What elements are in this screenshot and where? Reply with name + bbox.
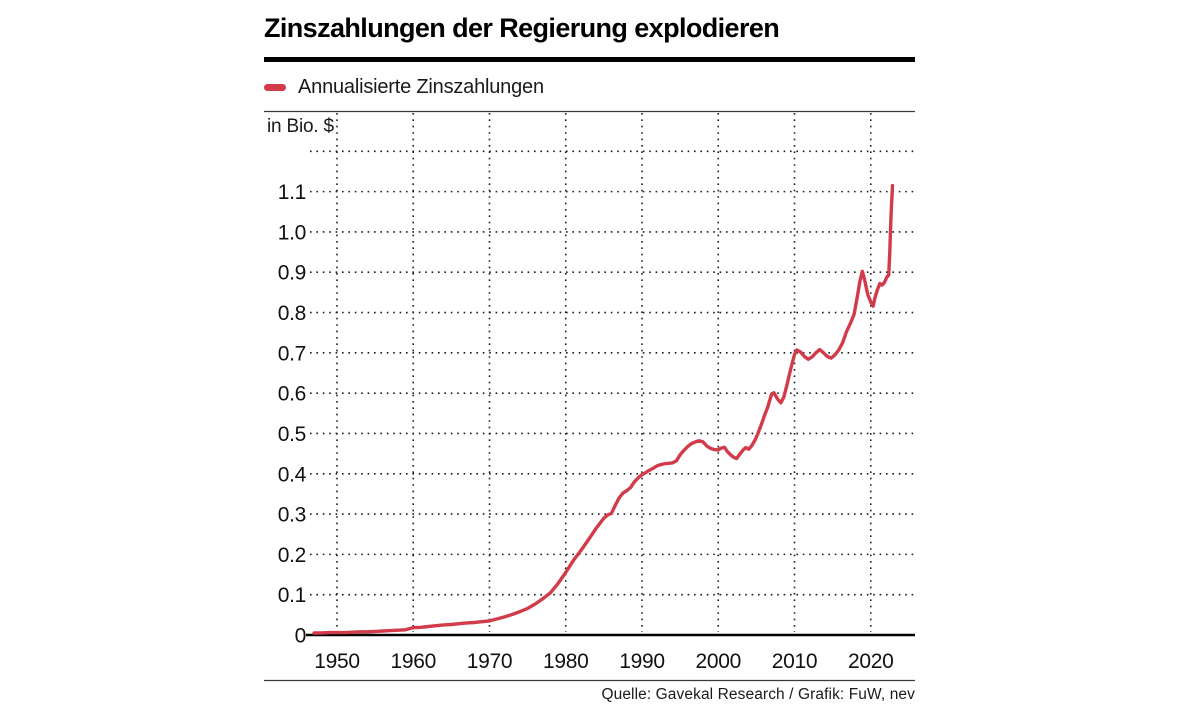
data-line-annualized-interest-payments <box>312 183 895 635</box>
y-tick-label: 0.5 <box>278 423 306 446</box>
y-tick-label: 0.3 <box>278 504 306 527</box>
x-tick-label: 2000 <box>695 650 741 673</box>
y-axis-unit-label: in Bio. $ <box>267 116 334 137</box>
y-tick-label: 0.1 <box>278 584 306 607</box>
x-tick-label: 2020 <box>848 650 894 673</box>
x-tick-label: 1990 <box>619 650 665 673</box>
y-tick-label: 1.1 <box>278 181 306 204</box>
y-tick-label: 0.6 <box>278 383 306 406</box>
x-tick-label: 1960 <box>390 650 436 673</box>
x-tick-label: 1980 <box>543 650 589 673</box>
x-tick-label: 1950 <box>314 650 360 673</box>
y-tick-label: 0.2 <box>278 544 306 567</box>
source-credit: Quelle: Gavekal Research / Grafik: FuW, … <box>601 686 915 703</box>
legend-line-swatch <box>264 83 286 91</box>
legend: Annualisierte Zinszahlungen <box>264 74 915 100</box>
y-tick-label: 1.0 <box>278 221 306 244</box>
title-underline-rule <box>264 57 915 62</box>
y-tick-label: 0.7 <box>278 342 306 365</box>
x-tick-label: 2010 <box>772 650 818 673</box>
y-tick-label: 0.8 <box>278 302 306 325</box>
page-title: Zinszahlungen der Regierung explodieren <box>264 13 780 43</box>
x-tick-label: 1970 <box>467 650 513 673</box>
y-tick-label: 0.9 <box>278 262 306 285</box>
y-tick-label: 0 <box>295 625 306 648</box>
y-tick-label: 0.4 <box>278 463 307 486</box>
legend-label: Annualisierte Zinszahlungen <box>298 75 544 98</box>
